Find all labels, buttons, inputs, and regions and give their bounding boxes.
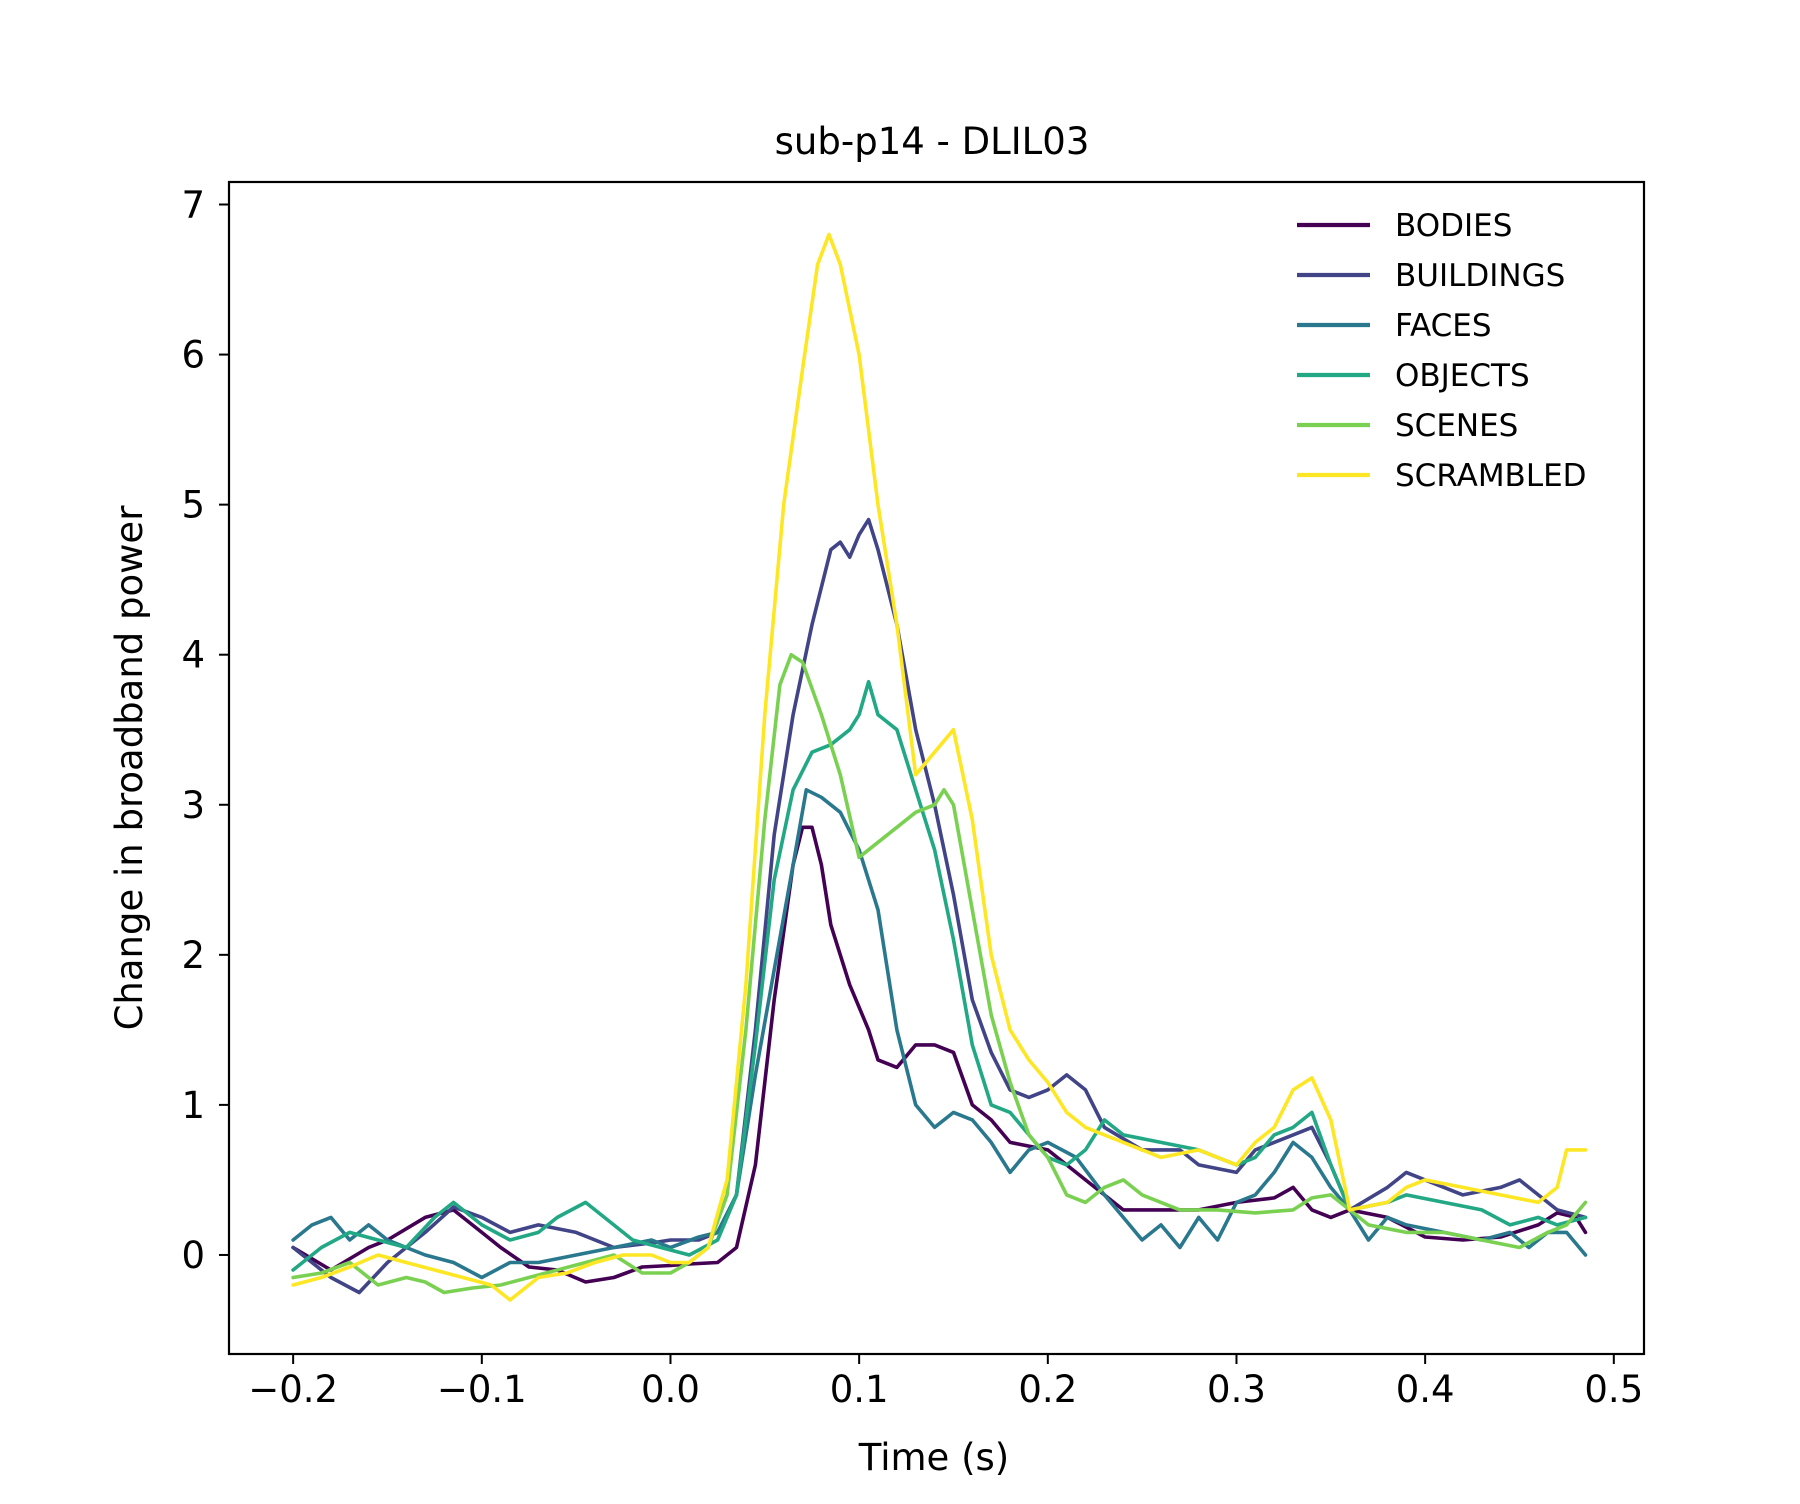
series-line-scenes xyxy=(291,652,1588,1295)
x-tick-label: 0.2 xyxy=(1018,1368,1077,1411)
y-tick-label: 0 xyxy=(181,1234,205,1277)
x-tick-label: 0.0 xyxy=(641,1368,700,1411)
legend-item: OBJECTS xyxy=(1297,358,1530,394)
x-tick-label: 0.1 xyxy=(830,1368,889,1411)
plot-frame xyxy=(227,180,1646,1356)
x-axis: −0.2 −0.1 0.0 0.1 0.2 0.3 0.4 0.5 xyxy=(248,1354,1643,1411)
legend-label: BODIES xyxy=(1395,208,1512,244)
series-layer xyxy=(291,232,1588,1302)
legend-item: FACES xyxy=(1297,308,1492,344)
legend: BODIES BUILDINGS FACES OBJECTS SCENES SCRAMBL… xyxy=(1297,208,1587,494)
chart-title: sub-p14 - DLIL03 xyxy=(775,120,1090,163)
legend-item: SCENES xyxy=(1297,408,1518,444)
legend-item: SCRAMBLED xyxy=(1297,458,1587,494)
series-line-objects xyxy=(291,679,1588,1272)
x-tick-label: −0.2 xyxy=(248,1368,338,1411)
series-line-bodies xyxy=(291,825,1588,1284)
y-axis: 0 1 2 3 4 5 6 7 xyxy=(181,184,229,1277)
x-tick-label: 0.3 xyxy=(1207,1368,1266,1411)
legend-label: FACES xyxy=(1395,308,1492,344)
y-tick-label: 3 xyxy=(181,784,205,827)
legend-label: BUILDINGS xyxy=(1395,258,1565,294)
y-tick-label: 7 xyxy=(181,184,205,227)
series-line-faces xyxy=(291,788,1588,1280)
y-tick-label: 1 xyxy=(181,1084,205,1127)
legend-label: OBJECTS xyxy=(1395,358,1530,394)
y-tick-label: 4 xyxy=(181,634,205,677)
y-axis-label: Change in broadband power xyxy=(108,505,151,1031)
y-tick-label: 2 xyxy=(181,934,205,977)
legend-label: SCRAMBLED xyxy=(1395,458,1587,494)
x-tick-label: 0.5 xyxy=(1584,1368,1643,1411)
x-tick-label: −0.1 xyxy=(437,1368,527,1411)
legend-item: BUILDINGS xyxy=(1297,258,1565,294)
legend-label: SCENES xyxy=(1395,408,1518,444)
y-tick-label: 6 xyxy=(181,334,205,377)
legend-item: BODIES xyxy=(1297,208,1512,244)
series-line-scrambled xyxy=(291,232,1588,1302)
y-tick-label: 5 xyxy=(181,484,205,527)
x-tick-label: 0.4 xyxy=(1396,1368,1455,1411)
x-axis-label: Time (s) xyxy=(858,1436,1009,1479)
